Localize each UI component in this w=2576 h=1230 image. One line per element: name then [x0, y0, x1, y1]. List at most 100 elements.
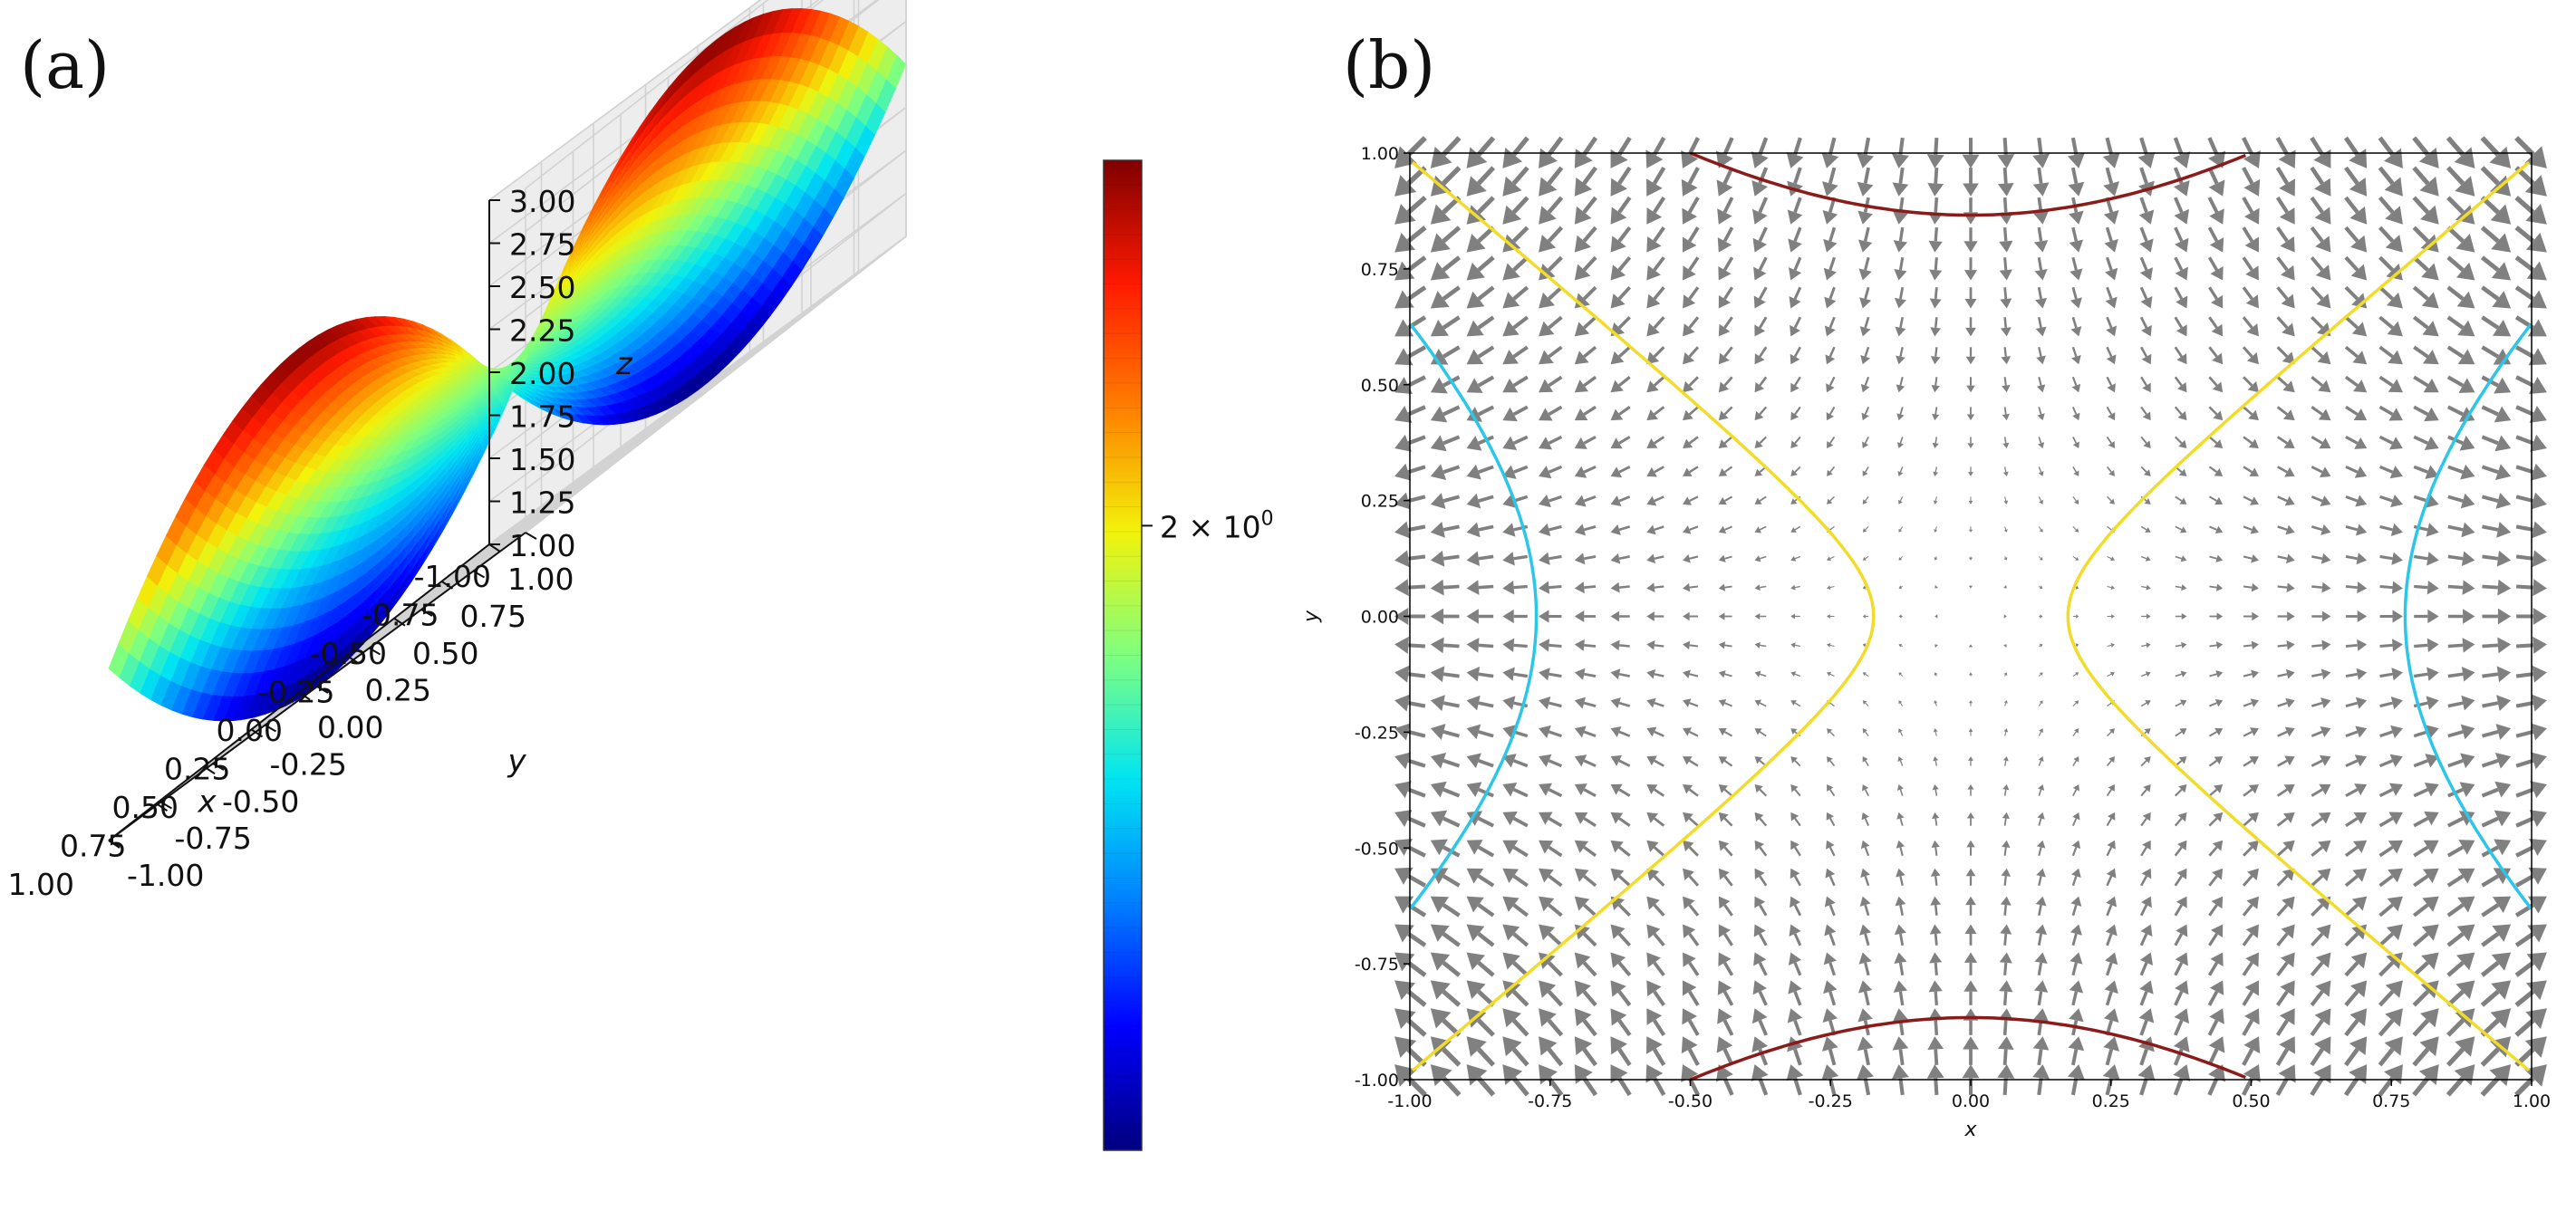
quiver-arrow	[1610, 581, 1630, 593]
quiver-arrow	[1896, 783, 1904, 796]
quiver-arrow	[1539, 523, 1562, 537]
quiver-arrow	[1430, 868, 1461, 888]
surface-axes: x y z -1.00-0.75-0.50-0.250.000.250.500.…	[8, 184, 633, 902]
quiver-arrow	[1502, 840, 1529, 858]
quiver-arrow	[1894, 952, 1907, 976]
y-tick-label: 0.25	[1361, 492, 1399, 512]
quiver-arrow	[1574, 980, 1597, 1007]
quiver-arrow	[1466, 464, 1494, 480]
z-tick-label: 2.00	[509, 356, 575, 391]
quiver-arrow	[1574, 896, 1597, 918]
quiver-arrow	[1898, 700, 1904, 706]
quiver-arrow	[1821, 137, 1839, 168]
y-axis-label: y	[507, 743, 527, 779]
y-tick-label: -0.50	[222, 783, 299, 819]
quiver-arrow	[1466, 840, 1495, 858]
quiver-arrow	[1610, 406, 1631, 421]
quiver-arrow	[1610, 668, 1630, 680]
quiver-arrow	[1646, 755, 1664, 767]
quiver-arrow	[1502, 952, 1529, 977]
quiver-arrow	[1929, 257, 1943, 281]
quiver-arrow	[1754, 840, 1768, 857]
x-tick	[159, 801, 173, 810]
quiver-arrow	[1502, 375, 1529, 393]
quiver-arrow	[1790, 466, 1801, 476]
quiver-arrow	[1466, 255, 1495, 281]
quiver-arrow	[1539, 668, 1562, 681]
quiver-arrow	[1646, 286, 1665, 309]
quiver-arrow	[1929, 287, 1942, 309]
quiver-arrow	[1539, 345, 1563, 365]
quiver-arrow	[1933, 728, 1938, 736]
quiver-arrow	[1430, 924, 1461, 947]
quiver-arrow	[1754, 436, 1767, 449]
quiver-arrow	[1645, 136, 1666, 168]
x-tick	[420, 609, 433, 617]
quiver-arrow	[1430, 666, 1460, 683]
quiver-arrow	[1827, 585, 1835, 591]
quiver-arrow	[1574, 812, 1597, 828]
z-tick-label: 2.25	[509, 313, 575, 349]
quiver-arrow	[1466, 285, 1495, 309]
quiver-arrow	[1824, 896, 1836, 917]
quiver-arrow	[1894, 286, 1906, 309]
quiver-arrow	[1430, 522, 1460, 538]
quiver-arrow	[1646, 726, 1664, 737]
quiver-arrow	[1539, 435, 1563, 450]
quiver-arrow	[1574, 581, 1597, 594]
quiver-arrow	[1897, 756, 1904, 766]
quiver-arrow	[1610, 812, 1631, 827]
quiver-arrow	[1502, 196, 1529, 225]
quiver-arrow	[1645, 1064, 1666, 1097]
quiver-arrow	[1933, 466, 1939, 476]
quiver-arrow	[1754, 783, 1767, 797]
quiver-arrow	[1790, 316, 1802, 337]
quiver-arrow	[1827, 555, 1835, 562]
quiver-arrow	[1862, 466, 1869, 476]
quiver-arrow	[1752, 226, 1768, 253]
quiver-arrow	[1466, 405, 1495, 422]
quiver-arrow	[1610, 196, 1632, 225]
quiver-arrow	[1646, 783, 1665, 797]
quiver-arrow	[1430, 550, 1460, 567]
quiver-arrow	[1394, 694, 1426, 712]
quiver-arrow	[1610, 783, 1631, 797]
quiver-arrow	[1857, 1036, 1874, 1066]
quiver-arrow	[1430, 493, 1461, 509]
quiver-arrow	[1825, 346, 1836, 365]
quiver-arrow	[1751, 1008, 1768, 1036]
quiver-arrow	[1574, 405, 1597, 421]
quiver-arrow	[1430, 226, 1462, 253]
quiver-arrow	[1646, 697, 1664, 708]
quiver-arrow	[1539, 696, 1562, 710]
quiver-arrow	[1896, 377, 1905, 393]
quiver-arrow	[1394, 665, 1426, 683]
quiver-arrow	[1789, 924, 1802, 947]
quiver-arrow	[1646, 640, 1664, 650]
quiver-arrow	[1934, 644, 1938, 649]
quiver-arrow	[1610, 1008, 1632, 1037]
quiver-arrow	[1610, 697, 1631, 709]
quiver-arrow	[1930, 317, 1942, 337]
quiver-arrow	[1790, 642, 1800, 649]
x-tick-label: -0.75	[1528, 1091, 1572, 1111]
x-tick-label: 0.50	[112, 790, 178, 825]
quiver-arrow	[1539, 315, 1563, 337]
quiver-arrow	[1718, 756, 1733, 767]
quiver-arrow	[1934, 672, 1938, 677]
quiver-arrow	[1646, 980, 1665, 1006]
quiver-arrow	[1430, 255, 1462, 281]
quiver-arrow	[1718, 583, 1732, 591]
quiver-arrow	[1824, 286, 1837, 309]
x-tick-label: 0.50	[2232, 1091, 2270, 1111]
y-tick-label: 0.75	[460, 599, 526, 634]
quiver-arrow	[1862, 526, 1869, 533]
quiver-arrow	[1861, 812, 1869, 827]
y-tick-label: -0.25	[270, 746, 347, 782]
quiver-arrow	[1683, 669, 1699, 678]
quiver-arrow	[1574, 639, 1597, 651]
quiver-arrow	[1646, 406, 1665, 421]
quiver-arrow	[1394, 375, 1426, 395]
quiver-arrow	[1502, 924, 1529, 947]
quiver-arrow	[1718, 952, 1734, 976]
